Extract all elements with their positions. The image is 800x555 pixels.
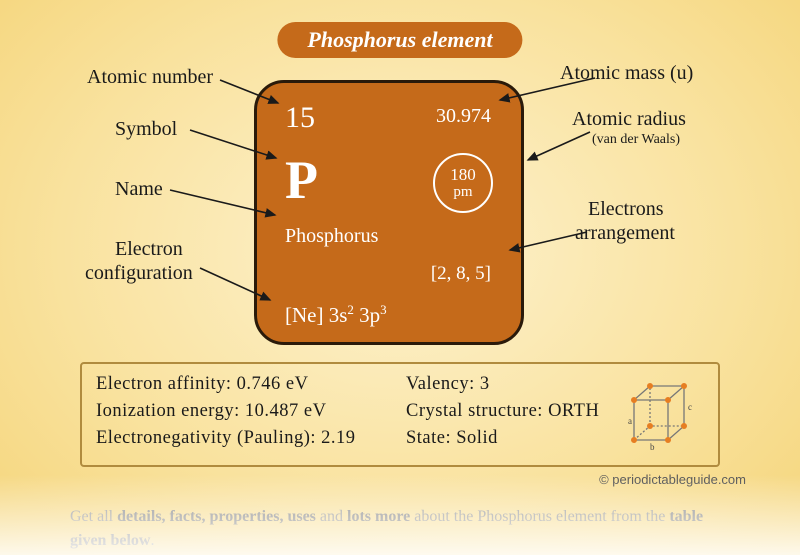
label-electron-config-1: Electron xyxy=(115,238,183,261)
atomic-radius-circle: 180 pm xyxy=(433,153,493,213)
label-symbol: Symbol xyxy=(115,118,177,141)
label-electrons-arr-1: Electrons xyxy=(588,198,664,221)
electronegativity-value: 2.19 xyxy=(321,428,355,448)
footer-suffix: about the Phosphorus element from the xyxy=(410,508,669,525)
crystal-label: Crystal structure: xyxy=(406,401,543,421)
properties-column-right: Valency: 3 Crystal structure: ORTH State… xyxy=(406,372,614,449)
state-label: State: xyxy=(406,428,451,448)
footer-end: . xyxy=(150,532,154,549)
label-electron-config-2: configuration xyxy=(85,262,193,285)
electron-arrangement: [2, 8, 5] xyxy=(431,263,491,285)
electronegativity-label: Electronegativity (Pauling): xyxy=(96,428,316,448)
footer-b2: lots more xyxy=(347,508,410,525)
electron-affinity-label: Electron affinity: xyxy=(96,374,232,394)
label-atomic-radius-sub: (van der Waals) xyxy=(592,132,680,148)
footer-b1: details, facts, properties, uses xyxy=(117,508,316,525)
label-atomic-radius: Atomic radius xyxy=(572,108,686,131)
label-atomic-mass: Atomic mass (u) xyxy=(560,62,693,85)
credit-text: © periodictableguide.com xyxy=(599,472,746,487)
ionization-value: 10.487 eV xyxy=(245,401,327,421)
config-mid: 3p xyxy=(354,303,380,327)
crystal-value: ORTH xyxy=(548,401,599,421)
ionization-label: Ionization energy: xyxy=(96,401,240,421)
state-value: Solid xyxy=(456,428,498,448)
element-tile: 15 30.974 P 180 pm Phosphorus [2, 8, 5] … xyxy=(254,80,524,345)
atomic-number-value: 15 xyxy=(285,101,315,135)
radius-unit: pm xyxy=(453,185,472,200)
electron-configuration: [Ne] 3s2 3p3 xyxy=(285,302,387,328)
footer-mid: and xyxy=(316,508,347,525)
label-electrons-arr-2: arrangement xyxy=(575,222,675,245)
svg-text:c: c xyxy=(688,402,693,412)
element-name: Phosphorus xyxy=(285,225,378,248)
valency-value: 3 xyxy=(480,374,490,394)
element-symbol: P xyxy=(285,149,318,211)
properties-box: Electron affinity: 0.746 eV Ionization e… xyxy=(80,362,720,467)
electron-affinity-value: 0.746 eV xyxy=(237,374,309,394)
atomic-mass-value: 30.974 xyxy=(436,105,491,128)
properties-column-left: Electron affinity: 0.746 eV Ionization e… xyxy=(96,372,406,449)
footer-text: Get all details, facts, properties, uses… xyxy=(70,505,730,553)
radius-value: 180 xyxy=(450,166,476,183)
svg-text:a: a xyxy=(628,416,633,426)
crystal-cube-icon: a b c xyxy=(614,372,704,457)
page-title: Phosphorus element xyxy=(277,22,522,58)
svg-text:b: b xyxy=(650,442,655,452)
label-name: Name xyxy=(115,178,163,201)
config-prefix: [Ne] 3s xyxy=(285,303,347,327)
label-atomic-number: Atomic number xyxy=(87,66,213,89)
valency-label: Valency: xyxy=(406,374,475,394)
config-sup2: 3 xyxy=(380,302,387,317)
footer-prefix: Get all xyxy=(70,508,117,525)
